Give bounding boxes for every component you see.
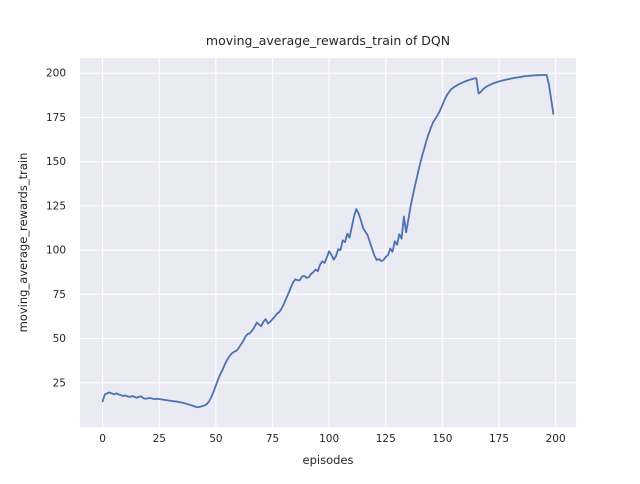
x-tick-label: 175 [489,433,509,445]
y-tick-label: 150 [46,156,66,168]
x-axis-label: episodes [303,453,354,467]
y-axis-label: moving_average_rewards_train [16,153,30,333]
y-tick-label: 50 [53,333,66,345]
x-tick-labels: 0 25 50 75 100 125 150 175 200 [99,433,565,445]
y-tick-label: 200 [46,68,66,80]
x-tick-label: 0 [99,433,106,445]
chart-title: moving_average_rewards_train of DQN [206,33,450,48]
x-tick-label: 25 [153,433,166,445]
x-tick-label: 100 [319,433,339,445]
x-tick-label: 125 [376,433,396,445]
x-tick-label: 75 [266,433,279,445]
x-tick-label: 50 [209,433,222,445]
grid-lines [80,58,576,427]
y-tick-label: 125 [46,200,66,212]
y-tick-label: 25 [53,377,66,389]
x-tick-label: 150 [432,433,452,445]
y-tick-label: 100 [46,245,66,257]
y-tick-label: 75 [53,289,66,301]
x-tick-label: 200 [546,433,566,445]
series-line-dqn [101,74,555,409]
plot-area [80,58,576,427]
y-tick-labels: 25 50 75 100 125 150 175 200 [46,68,66,390]
y-tick-label: 175 [46,112,66,124]
